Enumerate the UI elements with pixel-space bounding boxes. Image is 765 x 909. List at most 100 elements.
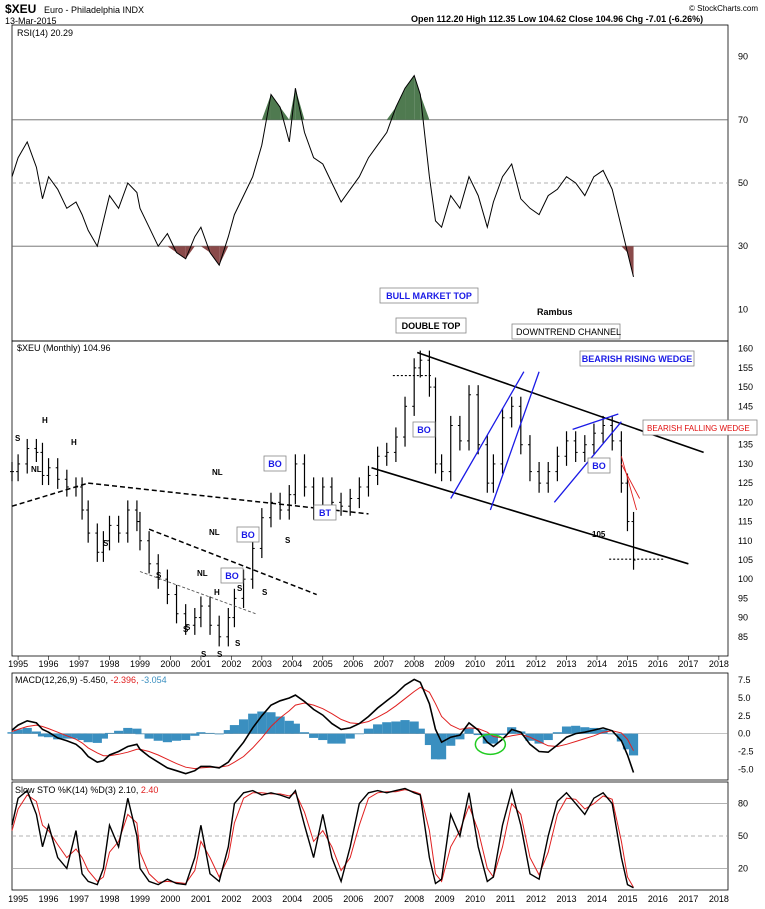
price-tick-label: 150 xyxy=(738,382,753,392)
head-label: H xyxy=(214,588,220,597)
x-tick-label-sto: 2017 xyxy=(678,894,698,904)
rsi-overbought-fill xyxy=(386,107,396,120)
macd-histogram-bar xyxy=(373,724,383,734)
bull-market-top-label-box xyxy=(379,287,479,304)
macd-histogram-bar xyxy=(363,728,374,734)
x-tick-label-price: 2013 xyxy=(557,659,577,669)
macd-histogram-bar xyxy=(123,727,133,734)
wedge-line-2 xyxy=(489,371,540,511)
x-tick-label-sto: 2010 xyxy=(465,894,485,904)
rsi-oversold-fill xyxy=(200,246,211,253)
macd-histogram-bar xyxy=(248,713,258,734)
macd-histogram-bar xyxy=(309,733,319,738)
bo-label-box xyxy=(412,421,436,438)
macd-histogram-bar xyxy=(607,733,617,735)
shoulder-label: S xyxy=(183,625,189,634)
price-tick-label: 145 xyxy=(738,401,753,411)
macd-histogram-bar xyxy=(43,733,54,738)
bt-label: BT xyxy=(319,508,331,518)
macd-tick-label: -2.5 xyxy=(738,746,754,756)
x-tick-label-price: 2000 xyxy=(160,659,180,669)
macd-histogram-bar xyxy=(415,728,425,734)
macd-histogram-bar xyxy=(446,733,456,746)
x-tick-label-price: 2012 xyxy=(526,659,546,669)
ohlc-readout: Open 112.20 High 112.35 Low 104.62 Close… xyxy=(411,14,703,24)
symbol-name: Euro - Philadelphia INDX xyxy=(44,5,144,15)
wedge-line-3 xyxy=(572,413,619,430)
macd-histogram-bar xyxy=(171,733,182,741)
x-tick-label-price: 2006 xyxy=(343,659,363,669)
x-tick-label-price: 1998 xyxy=(99,659,119,669)
x-tick-label-sto: 2013 xyxy=(557,894,577,904)
price-tick-label: 110 xyxy=(738,536,752,546)
price-tick-label: 115 xyxy=(738,517,752,527)
macd-histogram-bar xyxy=(132,728,142,734)
shoulder-label: S xyxy=(15,434,21,443)
price-tick-label: 130 xyxy=(738,459,753,469)
neckline-inner xyxy=(139,571,256,615)
x-tick-label-sto: 1995 xyxy=(8,894,28,904)
x-tick-label-sto: 2001 xyxy=(191,894,211,904)
macd-histogram-bar xyxy=(13,729,23,734)
rsi-overbought-fill xyxy=(395,88,406,120)
rsi-oversold-fill xyxy=(219,246,229,266)
sto-k-line xyxy=(11,787,634,889)
falling-wedge-line-1 xyxy=(620,456,638,511)
rsi-oversold-fill xyxy=(176,246,186,259)
macd-histogram-bar xyxy=(53,733,63,740)
macd-histogram-bar xyxy=(162,733,172,743)
macd-histogram-bar xyxy=(257,711,267,734)
macd-histogram-bar xyxy=(284,720,294,734)
price-label: $XEU (Monthly) 104.96 xyxy=(17,343,111,353)
macd-histogram-bar xyxy=(488,733,498,744)
price-tick-label: 95 xyxy=(738,593,748,603)
head-label: H xyxy=(71,438,77,447)
shoulder-label: S xyxy=(262,588,268,597)
price-tick-label: 155 xyxy=(738,363,753,373)
macd-histogram-bar xyxy=(135,733,145,735)
macd-tick-label: -5.0 xyxy=(738,764,754,774)
wedge-line-1 xyxy=(450,371,525,499)
falling-wedge-line-2 xyxy=(620,463,641,499)
x-tick-label-sto: 2003 xyxy=(252,894,272,904)
macd-histogram-bar xyxy=(391,721,401,734)
nl-label: NL xyxy=(197,569,208,578)
macd-histogram-bar xyxy=(299,732,310,734)
macd-histogram-bar xyxy=(482,733,492,744)
macd-histogram-bar xyxy=(430,733,441,760)
x-tick-label-sto: 1998 xyxy=(99,894,119,904)
x-tick-label-price: 2001 xyxy=(191,659,211,669)
chart-date: 13-Mar-2015 xyxy=(5,16,57,26)
macd-histogram-bar xyxy=(497,733,508,736)
bull-market-top-label: BULL MARKET TOP xyxy=(386,291,472,301)
channel-lower xyxy=(371,467,689,565)
x-tick-label-price: 2016 xyxy=(648,659,668,669)
macd-histogram-bar xyxy=(543,733,553,741)
rsi-overbought-fill xyxy=(295,88,305,120)
annotations: BULL MARKET TOP DOUBLE TOP Rambus DOWNTREND… xyxy=(11,287,758,659)
bo-label: BO xyxy=(241,530,255,540)
x-tick-label-sto: 2000 xyxy=(160,894,180,904)
x-tick-label-sto: 2018 xyxy=(709,894,729,904)
neckline-middle xyxy=(148,528,317,596)
x-tick-label-price: 2005 xyxy=(313,659,333,669)
price-tick-label: 120 xyxy=(738,497,753,507)
x-tick-label-sto: 2005 xyxy=(313,894,333,904)
macd-histogram-bar xyxy=(290,723,300,734)
rsi-oversold-fill xyxy=(210,246,220,266)
macd-panel-frame xyxy=(11,672,729,781)
macd-histogram-bar xyxy=(181,733,191,741)
x-axis-labels: 1995 1995 1996 1996 1997 1997 1998 1998 1999 1999… xyxy=(8,656,729,904)
macd-histogram-bar xyxy=(275,716,285,734)
x-tick-label-sto: 1999 xyxy=(130,894,150,904)
macd-panel: 7.5 5.0 2.5 0.0 -2.5 -5.0 xyxy=(7,675,754,775)
macd-histogram-bar xyxy=(83,733,93,743)
shoulder-label: S xyxy=(103,539,109,548)
macd-histogram-bar xyxy=(71,733,81,739)
bo-label-box xyxy=(220,567,244,584)
macd-histogram-bar xyxy=(464,728,474,734)
x-tick-label-price: 2015 xyxy=(617,659,637,669)
macd-histogram-bar xyxy=(190,733,200,736)
x-tick-label-price: 1997 xyxy=(69,659,89,669)
macd-histogram-bar xyxy=(223,730,233,734)
